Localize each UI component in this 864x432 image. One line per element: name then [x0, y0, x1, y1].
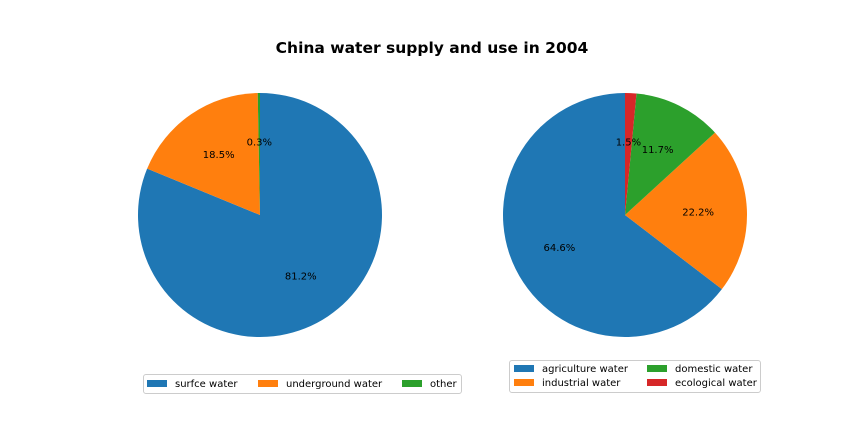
legend-supply: surfce water underground water other: [143, 374, 462, 394]
legend-item-other: other: [402, 378, 457, 392]
legend-item-surfce-water: surfce water: [147, 378, 238, 392]
pie-slice-industrial-water: [625, 132, 747, 290]
legend-item-industrial-water: industrial water: [514, 377, 620, 391]
pie-slice-agriculture-water: [502, 93, 722, 337]
pie-slice-underground-water: [147, 93, 260, 215]
legend-swatch: [514, 364, 534, 372]
legend-item-ecological-water: ecological water: [647, 377, 757, 391]
legend-swatch: [514, 378, 534, 386]
legend-label: underground water: [286, 379, 383, 390]
legend-swatch: [647, 378, 667, 386]
pie-pct-label: 0.3%: [247, 137, 272, 148]
legend-swatch: [258, 379, 278, 387]
pie-slice-ecological-water: [625, 93, 637, 215]
legend-swatch: [402, 379, 422, 387]
chart-title: China water supply and use in 2004: [275, 39, 589, 57]
legend-use: agriculture water industrial water domesti…: [509, 360, 761, 393]
legend-item-agriculture-water: agriculture water: [514, 363, 628, 377]
pie-slice-domestic-water: [625, 93, 715, 215]
legend-label: ecological water: [675, 378, 757, 389]
legend-label: surfce water: [175, 379, 238, 390]
pie-slice-other: [257, 93, 260, 215]
pie-pct-label: 18.5%: [203, 150, 235, 161]
legend-swatch: [147, 379, 167, 387]
pie-pct-label: 1.5%: [616, 137, 641, 148]
pie-pct-label: 81.2%: [285, 271, 317, 282]
pie-pct-label: 22.2%: [682, 207, 714, 218]
pie-pct-label: 64.6%: [544, 243, 576, 254]
pie-pct-label: 11.7%: [642, 145, 674, 156]
legend-label: agriculture water: [542, 364, 628, 375]
legend-label: domestic water: [675, 364, 753, 375]
legend-label: industrial water: [542, 378, 621, 389]
legend-item-underground-water: underground water: [258, 378, 382, 392]
legend-label: other: [430, 379, 457, 390]
legend-swatch: [647, 364, 667, 372]
legend-item-domestic-water: domestic water: [647, 363, 752, 377]
